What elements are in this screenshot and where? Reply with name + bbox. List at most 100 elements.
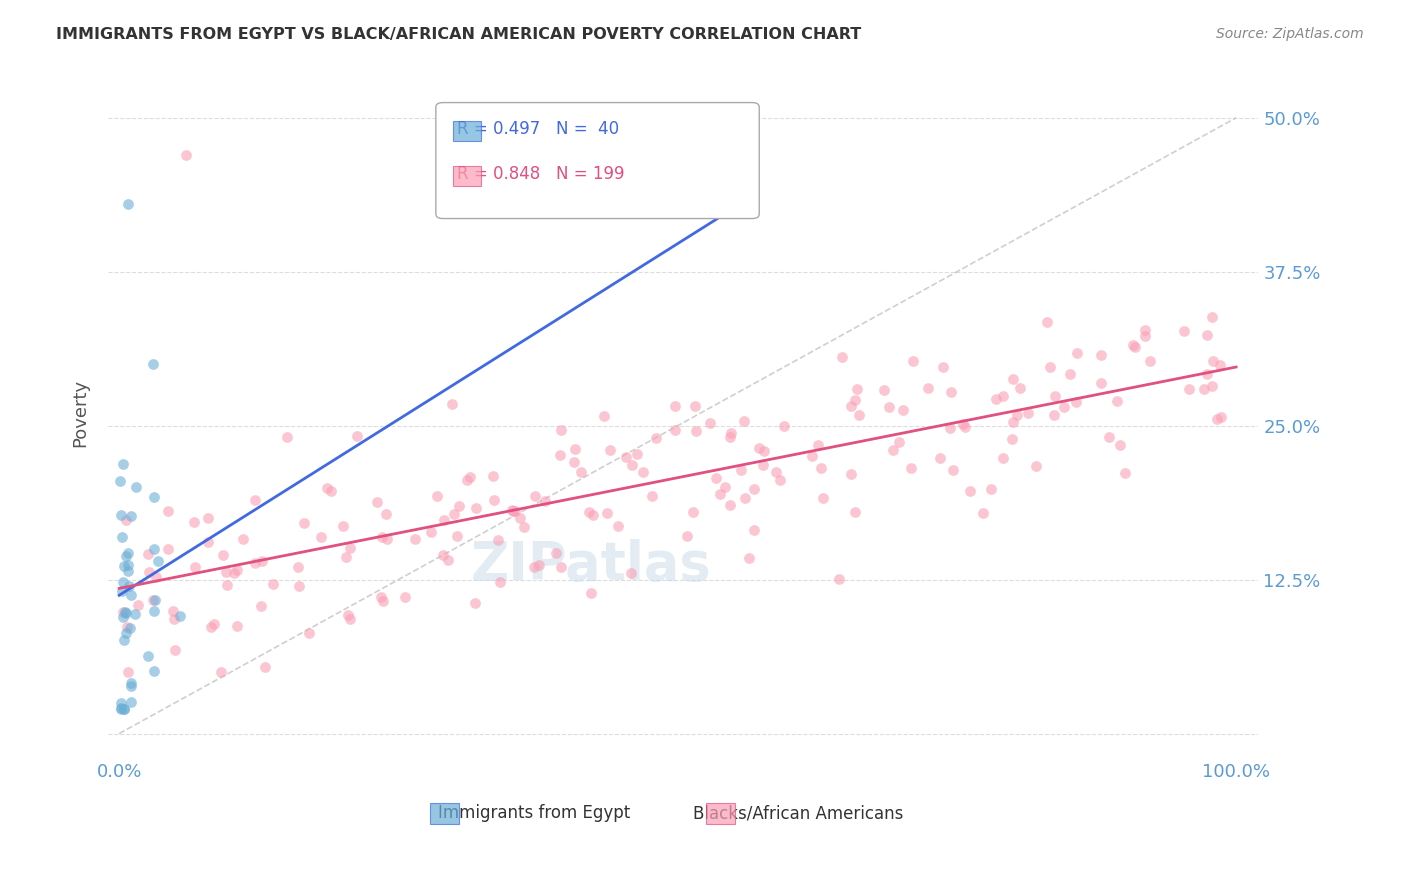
- Point: [1066, 346, 1088, 360]
- Point: [807, 438, 830, 452]
- Point: [404, 532, 426, 546]
- Point: [839, 467, 862, 481]
- Point: [441, 397, 464, 411]
- Point: [980, 483, 1002, 497]
- Point: [730, 463, 752, 477]
- Point: [523, 559, 546, 574]
- Point: [117, 558, 139, 572]
- Point: [900, 461, 922, 475]
- Point: [143, 664, 166, 678]
- Point: [373, 594, 395, 608]
- Point: [197, 511, 219, 525]
- Point: [1090, 348, 1112, 362]
- Point: [458, 470, 481, 484]
- Point: [955, 420, 977, 434]
- Point: [174, 147, 197, 161]
- Y-axis label: Poverty: Poverty: [72, 379, 89, 448]
- Point: [738, 551, 761, 566]
- Point: [873, 383, 896, 397]
- Point: [720, 430, 742, 444]
- Point: [143, 541, 166, 556]
- Point: [118, 621, 141, 635]
- Point: [488, 574, 510, 589]
- Point: [484, 492, 506, 507]
- Point: [370, 530, 392, 544]
- Point: [599, 443, 621, 458]
- Text: ZIPatlas: ZIPatlas: [471, 539, 711, 591]
- Point: [769, 474, 792, 488]
- Point: [481, 468, 503, 483]
- Point: [197, 535, 219, 549]
- Text: Blacks/African Americans: Blacks/African Americans: [693, 805, 904, 822]
- Point: [742, 482, 765, 496]
- Point: [262, 576, 284, 591]
- Point: [245, 493, 267, 508]
- Point: [569, 465, 592, 479]
- Point: [321, 484, 343, 499]
- Point: [145, 570, 167, 584]
- Point: [631, 465, 654, 479]
- Point: [443, 507, 465, 521]
- Point: [112, 702, 135, 716]
- Point: [621, 458, 644, 472]
- Point: [720, 426, 742, 441]
- Point: [243, 557, 266, 571]
- Bar: [706, 803, 735, 823]
- Point: [887, 435, 910, 450]
- Point: [115, 549, 138, 563]
- Point: [212, 548, 235, 562]
- Point: [801, 449, 824, 463]
- Point: [366, 495, 388, 509]
- Point: [163, 642, 186, 657]
- Point: [209, 665, 232, 679]
- Point: [1209, 410, 1232, 425]
- Point: [146, 554, 169, 568]
- Point: [112, 633, 135, 648]
- Point: [1059, 367, 1081, 381]
- Point: [127, 599, 149, 613]
- Point: [222, 566, 245, 580]
- Point: [1109, 438, 1132, 452]
- Point: [626, 447, 648, 461]
- Point: [335, 549, 357, 564]
- Point: [157, 504, 180, 518]
- Point: [544, 546, 567, 560]
- Point: [1053, 400, 1076, 414]
- Point: [1123, 340, 1146, 354]
- Point: [114, 605, 136, 619]
- Point: [984, 392, 1007, 407]
- Point: [503, 504, 526, 518]
- Point: [287, 560, 309, 574]
- Point: [138, 565, 160, 579]
- Point: [288, 579, 311, 593]
- Point: [446, 528, 468, 542]
- Text: Immigrants from Egypt: Immigrants from Egypt: [437, 805, 630, 822]
- Point: [879, 400, 901, 414]
- Point: [752, 458, 775, 473]
- Point: [882, 442, 904, 457]
- Point: [550, 560, 572, 574]
- Point: [1206, 412, 1229, 426]
- Point: [110, 508, 132, 523]
- Point: [972, 506, 994, 520]
- Point: [125, 480, 148, 494]
- Point: [232, 533, 254, 547]
- Point: [831, 350, 853, 364]
- Point: [1001, 415, 1024, 429]
- Point: [733, 414, 755, 428]
- Point: [1043, 409, 1066, 423]
- Point: [169, 609, 191, 624]
- Point: [111, 530, 134, 544]
- Point: [120, 589, 142, 603]
- Point: [124, 607, 146, 621]
- Point: [465, 501, 488, 516]
- Point: [744, 524, 766, 538]
- Point: [110, 701, 132, 715]
- Point: [718, 498, 741, 512]
- Point: [765, 465, 787, 479]
- Point: [550, 423, 572, 437]
- Point: [582, 508, 605, 523]
- Point: [1090, 376, 1112, 390]
- Point: [748, 441, 770, 455]
- Point: [433, 513, 456, 527]
